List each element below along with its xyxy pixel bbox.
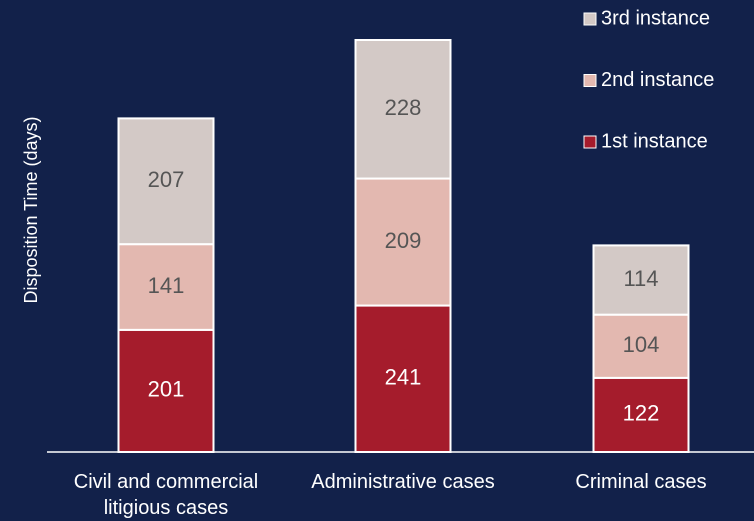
- legend-label: 3rd instance: [601, 7, 710, 29]
- legend-swatch: [583, 74, 597, 87]
- bar-segment: [354, 39, 452, 180]
- legend-swatch: [583, 12, 597, 26]
- data-label: 141: [148, 273, 185, 298]
- data-label: 201: [148, 377, 185, 402]
- data-label: 114: [623, 266, 658, 291]
- bar-segment: [117, 117, 215, 246]
- data-label: 209: [385, 228, 422, 253]
- legend-label: 2nd instance: [601, 69, 714, 91]
- bar-segment: [592, 244, 690, 316]
- bar-segment: [117, 243, 215, 331]
- x-tick-label: Civil and commercial litigious cases: [73, 471, 259, 519]
- bar-segment: [592, 376, 690, 454]
- data-label: 207: [148, 167, 185, 192]
- bar-segment: [117, 328, 215, 453]
- legend-label: 1st instance: [601, 130, 708, 152]
- data-label: 241: [385, 365, 422, 390]
- bar-segment: [354, 177, 452, 307]
- data-label: 228: [385, 95, 422, 120]
- bar-segment: [592, 313, 690, 379]
- x-tick-label: Administrative cases: [311, 471, 495, 493]
- legend-swatch: [583, 135, 597, 149]
- bar-segment: [354, 304, 452, 454]
- y-axis-label: Disposition Time (days): [21, 116, 41, 303]
- x-tick-label: Criminal cases: [575, 471, 707, 493]
- data-label: 122: [623, 401, 660, 426]
- data-label: 104: [623, 332, 660, 357]
